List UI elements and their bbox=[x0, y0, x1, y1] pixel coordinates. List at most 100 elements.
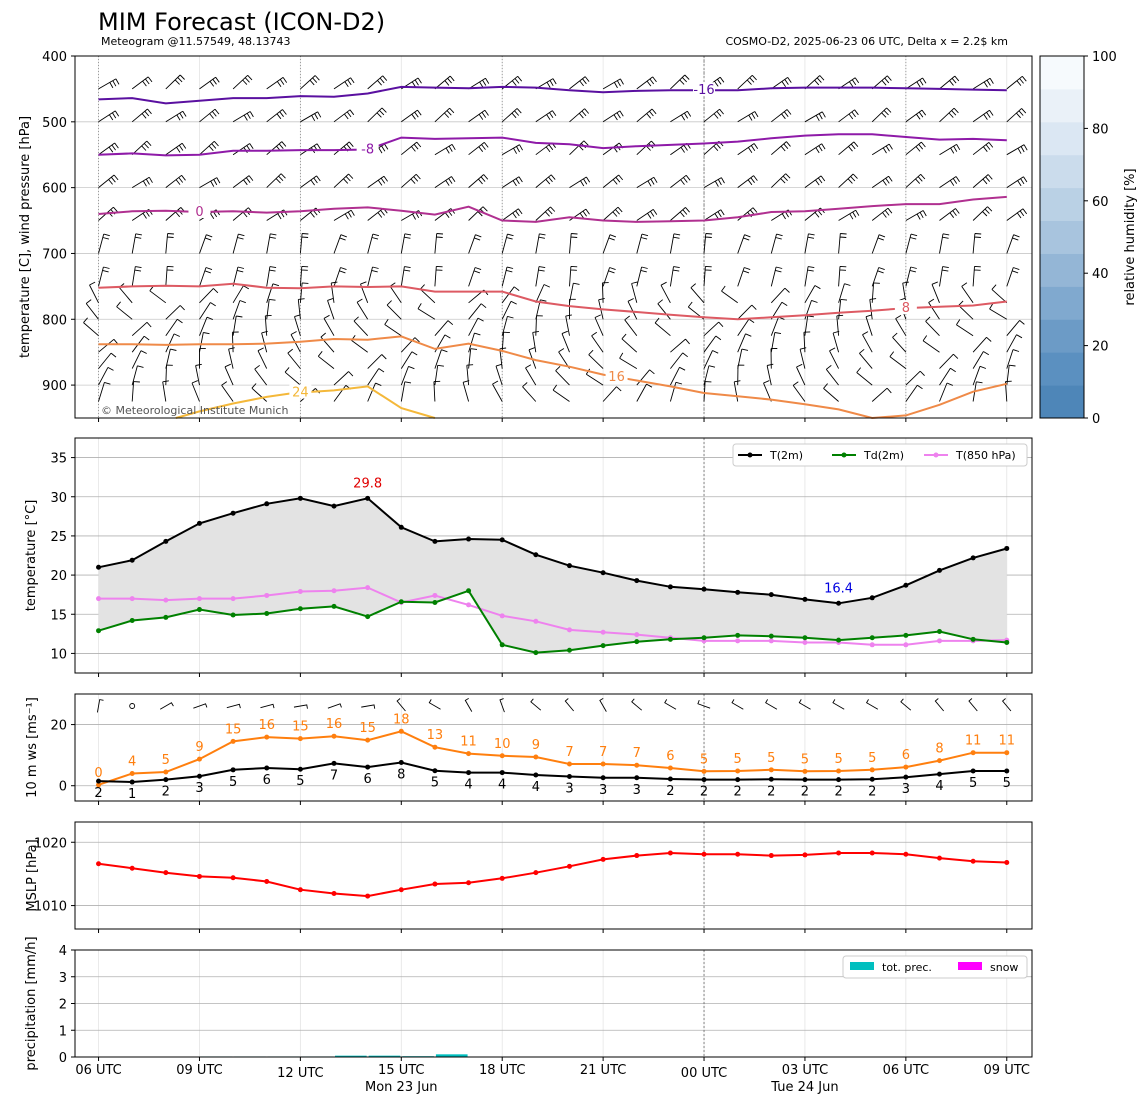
wind-barb bbox=[224, 363, 234, 386]
wind-barb bbox=[501, 286, 520, 304]
calm-wind-marker bbox=[129, 703, 136, 709]
series-point bbox=[230, 612, 236, 618]
mslp-point bbox=[163, 870, 169, 876]
wind-value-label: 16 bbox=[258, 718, 275, 733]
panel-frame bbox=[74, 55, 1033, 419]
wind-barb bbox=[771, 77, 792, 90]
wind-barb bbox=[419, 284, 436, 304]
wind-barb bbox=[535, 233, 546, 254]
wind-barb bbox=[535, 266, 546, 287]
wind-barb bbox=[619, 352, 638, 369]
wind-barb bbox=[770, 287, 790, 304]
wind-barb bbox=[232, 143, 254, 156]
mslp-point bbox=[667, 850, 673, 856]
wind-barb bbox=[803, 331, 811, 353]
wind-barb bbox=[98, 233, 110, 254]
surface-wind-barb bbox=[260, 703, 275, 709]
wind-barb bbox=[552, 384, 570, 402]
wind-barb bbox=[434, 176, 456, 188]
wind-barb bbox=[266, 298, 276, 320]
wind-barb bbox=[804, 175, 826, 188]
series-point bbox=[600, 643, 606, 649]
surface-wind-barb bbox=[361, 704, 376, 709]
wind-barb bbox=[770, 233, 783, 254]
wind-barb bbox=[468, 109, 489, 123]
x-tick-label: 21 UTC bbox=[580, 1063, 626, 1078]
figure-subtitle-left: Meteogram @11.57549, 48.13743 bbox=[101, 35, 291, 48]
wind-barb bbox=[468, 142, 489, 156]
wind-barb bbox=[703, 108, 724, 123]
wind-barb bbox=[838, 298, 848, 320]
surface-wind-barb bbox=[900, 698, 912, 711]
wind-point bbox=[566, 761, 572, 767]
series-point bbox=[331, 588, 337, 594]
wind-barb bbox=[972, 109, 994, 123]
series-point bbox=[499, 613, 505, 619]
wind-point bbox=[936, 771, 942, 777]
surface-wind-barb bbox=[865, 699, 879, 710]
wind-value-label: 3 bbox=[195, 781, 203, 796]
x-tick-label: 18 UTC bbox=[479, 1063, 525, 1078]
wind-barb bbox=[232, 175, 254, 188]
surface-wind-barb bbox=[530, 698, 542, 711]
wind-barb bbox=[165, 110, 187, 123]
wind-barb bbox=[569, 140, 589, 156]
wind-barb bbox=[149, 285, 167, 304]
wind-barb bbox=[972, 142, 994, 156]
series-point bbox=[297, 606, 303, 612]
wind-barb bbox=[670, 338, 690, 353]
wind-barb bbox=[660, 281, 671, 304]
wind-barb bbox=[165, 318, 183, 336]
wind-barb bbox=[856, 367, 873, 386]
series-point bbox=[634, 639, 640, 645]
series-point bbox=[1004, 639, 1010, 645]
wind-point bbox=[634, 775, 640, 781]
series-point bbox=[566, 627, 572, 633]
wind-barb bbox=[468, 174, 489, 188]
wind-barb bbox=[232, 74, 253, 90]
series-point bbox=[735, 589, 741, 595]
wind-barb bbox=[221, 381, 234, 402]
wind-barb bbox=[501, 176, 523, 188]
series-point bbox=[836, 600, 842, 606]
wind-point bbox=[600, 761, 606, 767]
wind-value-label: 2 bbox=[666, 784, 674, 799]
wind-value-label: 4 bbox=[532, 780, 540, 795]
wind-point bbox=[768, 776, 774, 782]
wind-barb bbox=[838, 283, 851, 303]
wind-barb bbox=[400, 351, 418, 369]
wind-barb bbox=[384, 319, 402, 337]
wind-point bbox=[499, 770, 505, 776]
colorbar-band bbox=[1040, 121, 1084, 156]
wind-barb bbox=[939, 353, 959, 369]
wind-barb bbox=[871, 107, 892, 123]
y-tick-label: 400 bbox=[42, 50, 67, 65]
wind-barb bbox=[199, 302, 216, 320]
wind-barb bbox=[799, 347, 807, 369]
wind-barb bbox=[602, 206, 623, 221]
wind-barb bbox=[300, 75, 320, 90]
wind-barb bbox=[871, 387, 892, 402]
wind-barb bbox=[905, 141, 926, 156]
wind-value-label: 5 bbox=[229, 775, 237, 790]
wind-barb bbox=[804, 233, 815, 254]
wind-point bbox=[163, 769, 169, 775]
y-tick-label: 0 bbox=[59, 780, 67, 795]
wind-barb bbox=[958, 300, 974, 320]
wind-barb bbox=[939, 233, 950, 254]
wind-barb bbox=[199, 234, 213, 254]
colorbar-band bbox=[1040, 154, 1084, 189]
wind-barb bbox=[636, 176, 658, 188]
wind-barb bbox=[871, 282, 880, 303]
colorbar-band bbox=[1040, 220, 1084, 254]
series-point bbox=[297, 589, 303, 595]
surface-wind-barb bbox=[664, 699, 677, 710]
dewpoint-spread-fill bbox=[98, 498, 1007, 653]
series-point bbox=[297, 495, 303, 501]
mslp-point bbox=[836, 850, 842, 856]
series-point bbox=[398, 599, 404, 605]
wind-value-label: 5 bbox=[834, 752, 842, 767]
wind-value-label: 4 bbox=[128, 754, 136, 769]
wind-barb bbox=[670, 207, 690, 221]
wind-barb bbox=[895, 315, 907, 336]
